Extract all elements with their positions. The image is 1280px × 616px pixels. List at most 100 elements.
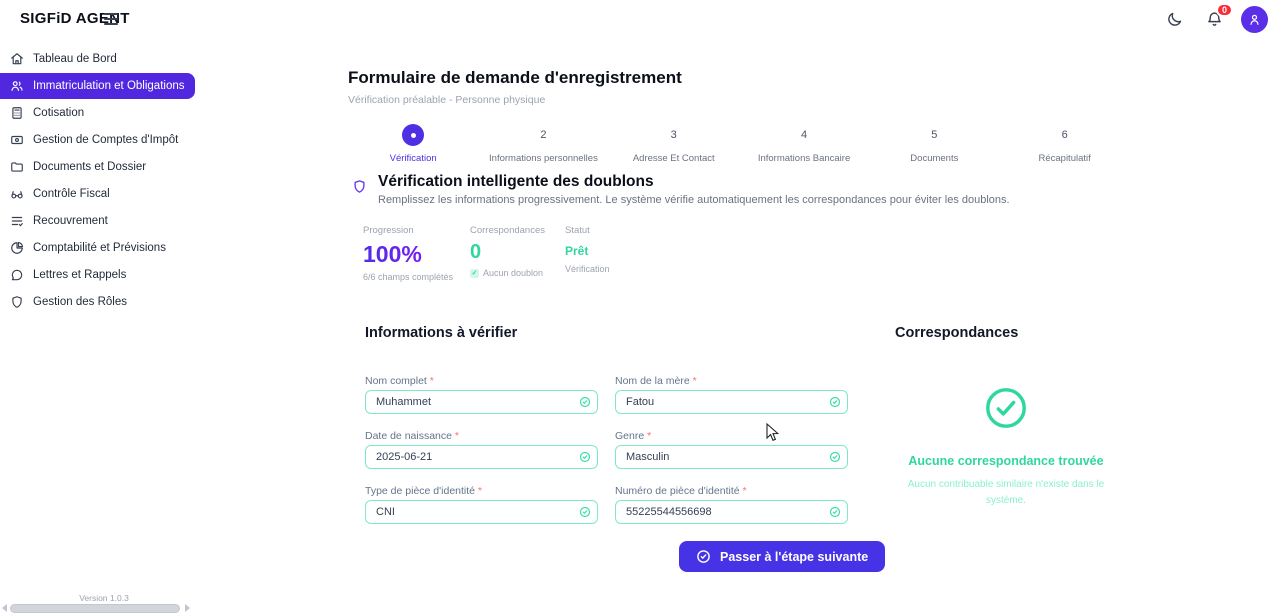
- scroll-left-arrow[interactable]: [2, 604, 7, 612]
- type-piece-input[interactable]: [365, 500, 598, 524]
- list-icon: [10, 214, 24, 228]
- field-label: Nom de la mère: [615, 375, 690, 387]
- step-documents[interactable]: 5 Documents: [869, 123, 999, 164]
- sidebar-item-immatriculation[interactable]: Immatriculation et Obligations: [0, 73, 195, 99]
- field-numero-piece: Numéro de pièce d'identité *: [615, 485, 848, 524]
- stat-correspondances: Correspondances 0 ✓ Aucun doublon: [470, 225, 565, 282]
- step-recapitulatif[interactable]: 6 Récapitulatif: [999, 123, 1129, 164]
- step-label: Adresse Et Contact: [632, 153, 715, 164]
- sidebar-item-label: Gestion de Comptes d'Impôt: [33, 134, 179, 146]
- sidebar-item-gestion-roles[interactable]: Gestion des Rôles: [0, 289, 195, 315]
- sidebar-item-label: Tableau de Bord: [33, 53, 117, 65]
- verification-description: Remplissez les informations progressivem…: [378, 194, 1010, 206]
- step-adresse-contact[interactable]: 3 Adresse Et Contact: [609, 123, 739, 164]
- notification-badge: 0: [1215, 2, 1233, 17]
- dark-mode-toggle[interactable]: [1161, 7, 1187, 33]
- check-square-icon: ✓: [470, 268, 479, 278]
- matches-panel: Correspondances Aucune correspondance tr…: [895, 325, 1117, 508]
- home-icon: [10, 52, 24, 66]
- next-step-button[interactable]: Passer à l'étape suivante: [679, 541, 886, 572]
- required-marker: *: [429, 375, 434, 387]
- version-label: Version 1.0.3: [79, 593, 129, 603]
- big-check-circle-icon: [983, 385, 1029, 431]
- page-title: Formulaire de demande d'enregistrement: [348, 68, 682, 87]
- step-label: Vérification: [389, 153, 437, 164]
- pie-chart-icon: [10, 241, 24, 255]
- scrollbar-thumb[interactable]: [10, 603, 180, 613]
- field-genre: Genre *: [615, 430, 848, 469]
- stat-label: Correspondances: [470, 225, 545, 236]
- matches-title: Correspondances: [895, 325, 1019, 341]
- user-avatar[interactable]: [1241, 6, 1268, 33]
- correspondances-value: 0: [470, 241, 482, 263]
- nom-complet-input[interactable]: [365, 390, 598, 414]
- progression-value: 100%: [363, 241, 470, 268]
- stat-label: Progression: [363, 225, 414, 236]
- sidebar-item-label: Recouvrement: [33, 215, 108, 227]
- banknote-icon: [10, 133, 24, 147]
- form-section-title: Informations à vérifier: [365, 325, 518, 341]
- step-number: 2: [540, 129, 547, 141]
- step-number: 4: [800, 129, 808, 141]
- progression-subtext: 6/6 champs complétés: [363, 272, 454, 282]
- sidebar-item-tableau-de-bord[interactable]: Tableau de Bord: [0, 46, 195, 72]
- sidebar-item-cotisation[interactable]: Cotisation: [0, 100, 195, 126]
- sidebar-item-controle-fiscal[interactable]: Contrôle Fiscal: [0, 181, 195, 207]
- menu-toggle-icon[interactable]: [104, 13, 118, 28]
- step-number: 5: [931, 129, 938, 141]
- required-marker: *: [647, 430, 652, 442]
- shield-icon: [10, 295, 24, 309]
- genre-input[interactable]: [615, 445, 848, 469]
- sidebar-item-comptes-impot[interactable]: Gestion de Comptes d'Impôt: [0, 127, 195, 153]
- step-informations-personnelles[interactable]: 2 Informations personnelles: [478, 123, 608, 164]
- numero-piece-input[interactable]: [615, 500, 848, 524]
- sidebar-item-label: Cotisation: [33, 107, 85, 119]
- sidebar-item-label: Comptabilité et Prévisions: [33, 242, 166, 254]
- check-circle-icon: [696, 549, 711, 564]
- sidebar-item-label: Immatriculation et Obligations: [33, 80, 185, 92]
- stat-progression: Progression 100% 6/6 champs complétés: [363, 225, 470, 282]
- sidebar-item-documents[interactable]: Documents et Dossier: [0, 154, 195, 180]
- date-naissance-input[interactable]: [365, 445, 598, 469]
- step-number: 3: [670, 129, 677, 141]
- glasses-icon: [10, 187, 24, 201]
- page-subtitle: Vérification préalable - Personne physiq…: [348, 94, 546, 106]
- wizard-stepper: Vérification 2 Informations personnelles…: [348, 123, 1130, 164]
- verification-stats: Progression 100% 6/6 champs complétés Co…: [363, 225, 610, 282]
- shield-outline-icon: [352, 178, 367, 206]
- sidebar-item-lettres-rappels[interactable]: Lettres et Rappels: [0, 262, 195, 288]
- sidebar-item-comptabilite[interactable]: Comptabilité et Prévisions: [0, 235, 195, 261]
- field-type-piece: Type de pièce d'identité *: [365, 485, 598, 524]
- next-step-button-label: Passer à l'étape suivante: [720, 549, 869, 564]
- sidebar-item-label: Documents et Dossier: [33, 161, 147, 173]
- field-label: Genre: [615, 430, 645, 442]
- horizontal-scrollbar: [0, 602, 200, 614]
- step-label: Documents: [910, 153, 959, 164]
- folder-icon: [10, 160, 24, 174]
- step-label: Informations personnelles: [489, 153, 598, 164]
- verification-title: Vérification intelligente des doublons: [378, 173, 654, 190]
- field-label: Numéro de pièce d'identité: [615, 485, 740, 497]
- required-marker: *: [742, 485, 747, 497]
- required-marker: *: [692, 375, 697, 387]
- field-nom-complet: Nom complet *: [365, 375, 598, 414]
- match-status-description: Aucun contribuable similaire n'existe da…: [907, 479, 1105, 506]
- message-icon: [10, 268, 24, 282]
- nom-mere-input[interactable]: [615, 390, 848, 414]
- step-informations-bancaire[interactable]: 4 Informations Bancaire: [739, 123, 869, 164]
- correspondances-subtext: Aucun doublon: [483, 268, 544, 278]
- notifications-button[interactable]: 0: [1201, 2, 1233, 33]
- sidebar-nav: Tableau de Bord Immatriculation et Oblig…: [0, 46, 195, 316]
- scroll-right-arrow[interactable]: [185, 604, 190, 612]
- field-label: Type de pièce d'identité: [365, 485, 475, 497]
- bell-icon: [1206, 11, 1223, 28]
- step-number: 6: [1061, 129, 1068, 141]
- sidebar-item-label: Gestion des Rôles: [33, 296, 127, 308]
- moon-icon: [1166, 11, 1183, 28]
- step-verification[interactable]: Vérification: [348, 123, 478, 164]
- field-label: Nom complet: [365, 375, 427, 387]
- sidebar-item-recouvrement[interactable]: Recouvrement: [0, 208, 195, 234]
- calculator-icon: [10, 106, 24, 120]
- header-actions: 0: [1161, 2, 1268, 33]
- verification-header: Vérification intelligente des doublons R…: [352, 173, 1010, 206]
